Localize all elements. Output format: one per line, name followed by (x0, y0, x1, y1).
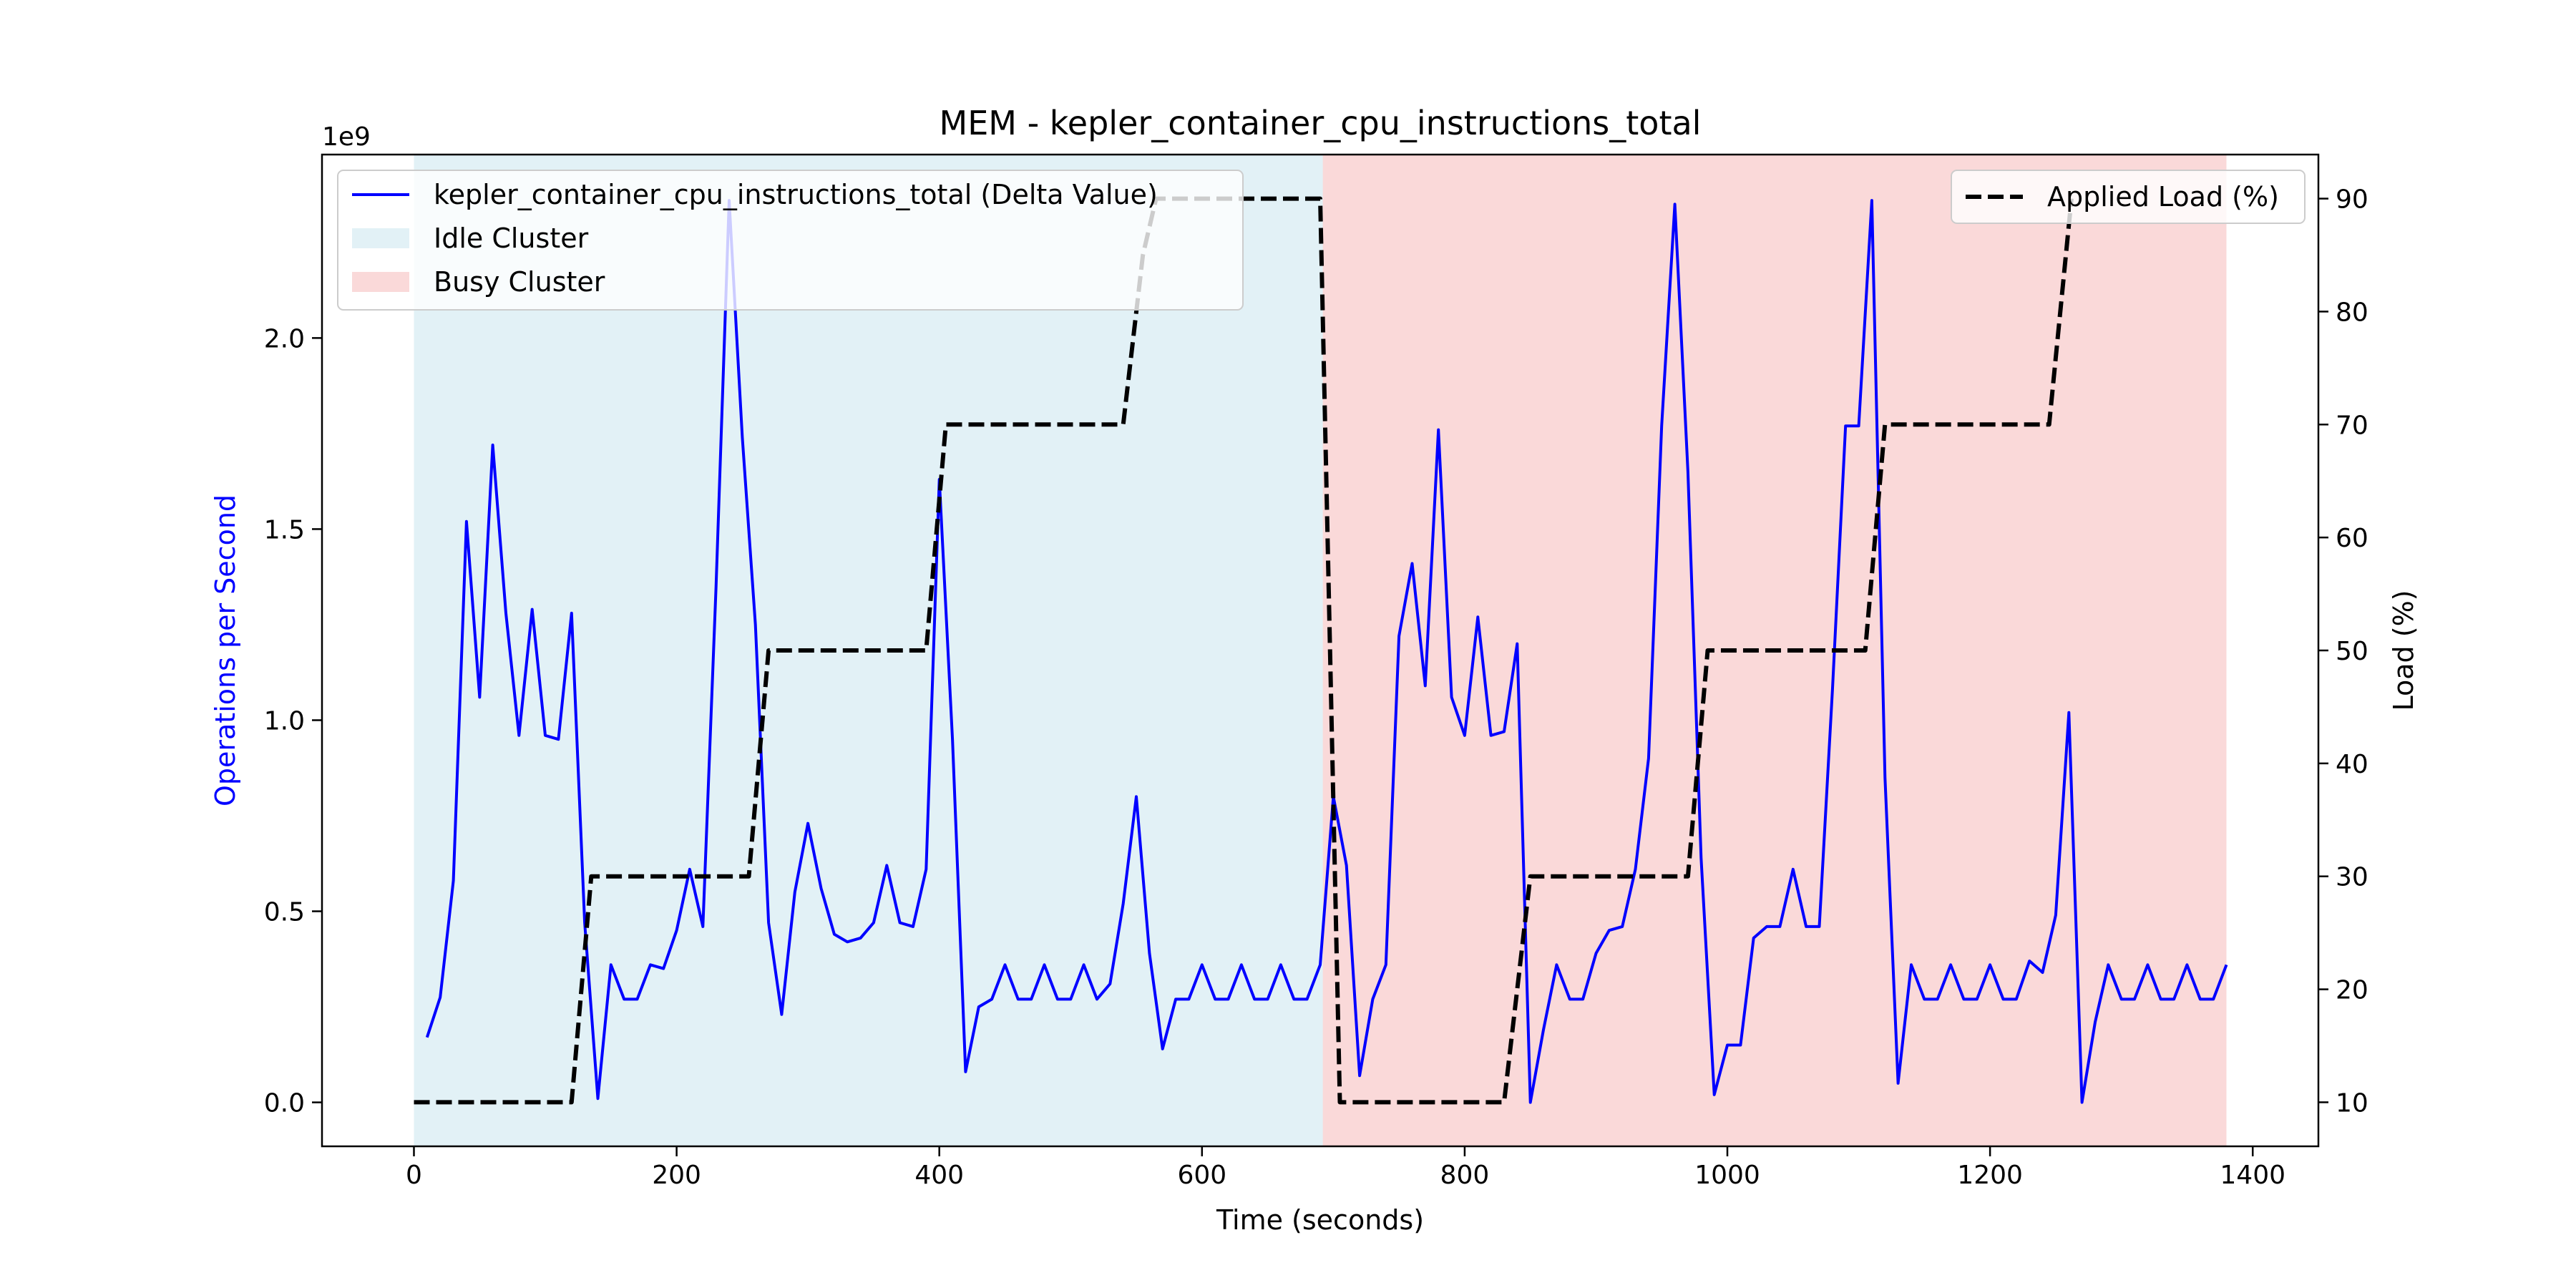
y-right-tick-label: 80 (2336, 298, 2368, 327)
legend-label: Idle Cluster (434, 223, 589, 254)
y-right-tick-label: 20 (2336, 976, 2368, 1005)
y-right-tick-label: 70 (2336, 411, 2368, 440)
y-right-tick-label: 30 (2336, 863, 2368, 892)
x-tick-label: 600 (1177, 1161, 1226, 1190)
y-left-tick-label: 0.0 (264, 1089, 305, 1118)
x-tick-label: 1000 (1694, 1161, 1760, 1190)
x-tick-label: 400 (914, 1161, 964, 1190)
legend-swatch-busy-cluster (352, 272, 409, 292)
y-left-tick-label: 0.5 (264, 898, 305, 927)
x-axis: 0 200 400 600 800 1000 1200 1400 (406, 1146, 2285, 1190)
legend-left: kepler_container_cpu_instructions_total … (337, 170, 1244, 311)
x-tick-label: 800 (1440, 1161, 1490, 1190)
y-left-tick-label: 2.0 (264, 324, 305, 353)
x-tick-label: 1400 (2220, 1161, 2285, 1190)
legend-left-box (337, 170, 1244, 311)
legend-right: Applied Load (%) (1951, 170, 2306, 224)
x-axis-label: Time (seconds) (1216, 1204, 1424, 1236)
plot-area (322, 155, 2318, 1146)
y-right-tick-label: 10 (2336, 1088, 2368, 1118)
y-right-tick-label: 40 (2336, 750, 2368, 779)
x-tick-label: 200 (652, 1161, 701, 1190)
y-left-tick-label: 1.5 (264, 515, 305, 545)
series-line-applied-load (414, 196, 2074, 1105)
legend-label: Applied Load (%) (2047, 181, 2279, 213)
x-tick-label: 0 (406, 1161, 422, 1190)
y-right-tick-label: 60 (2336, 524, 2368, 553)
y-right-tick-label: 50 (2336, 637, 2368, 666)
y-right-tick-label: 90 (2336, 185, 2368, 215)
legend-swatch-idle-cluster (352, 228, 409, 248)
x-tick-label: 1200 (1957, 1161, 2023, 1190)
y-axis-left: 0.0 0.5 1.0 1.5 2.0 (264, 324, 322, 1118)
legend-label: Busy Cluster (434, 266, 605, 298)
chart-title: MEM - kepler_container_cpu_instructions_… (940, 104, 1702, 142)
y-axis-right: 10 20 30 40 50 60 70 80 90 (2318, 185, 2368, 1118)
y-axis-offset-label: 1e9 (322, 122, 371, 152)
y-left-tick-label: 1.0 (264, 706, 305, 736)
legend-right-box (1951, 170, 2306, 224)
y-axis-label-right: Load (%) (2388, 590, 2419, 711)
plot-background (322, 155, 2318, 1146)
legend-label: kepler_container_cpu_instructions_total … (434, 179, 1158, 210)
y-axis-label-left: Operations per Second (210, 494, 241, 806)
